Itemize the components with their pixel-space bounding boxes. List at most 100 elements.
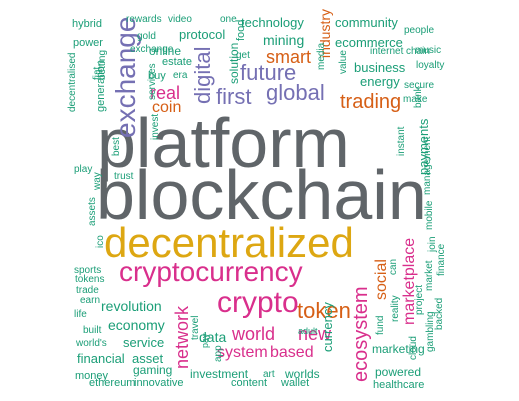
word-hybrid: hybrid [72, 18, 102, 30]
word-management: management [422, 136, 433, 195]
word-token: token [297, 298, 351, 323]
word-worlds-small: world's [76, 338, 107, 349]
word-cryptocurrency: cryptocurrency [119, 256, 303, 287]
word-loyalty: loyalty [416, 60, 445, 71]
word-secure: secure [404, 80, 435, 91]
word-ecommerce: ecommerce [335, 35, 403, 50]
word-community: community [335, 15, 398, 30]
word-power: power [73, 37, 103, 49]
word-global: global [266, 80, 325, 105]
word-buy: buy [148, 70, 166, 82]
word-online: online [149, 44, 182, 58]
word-innovative: innovative [134, 377, 184, 389]
word-market: market [424, 260, 435, 291]
word-asset: asset [132, 351, 164, 366]
word-instant: instant [396, 126, 407, 156]
word-protocol: protocol [179, 27, 226, 42]
word-bank: bank [413, 86, 424, 108]
word-media: media [316, 42, 327, 70]
word-betting: betting [97, 49, 108, 80]
word-solution: solution [227, 42, 241, 84]
word-way: way [92, 172, 103, 190]
word-reality: reality [390, 295, 401, 322]
word-money: money [75, 370, 109, 382]
word-one: one [220, 14, 237, 25]
word-sports: sports [74, 265, 102, 276]
word-built: built [83, 325, 102, 336]
word-new: new [298, 324, 332, 344]
word-data: data [199, 329, 227, 345]
word-ethereum: ethereum [89, 377, 136, 389]
word-digital: digital [190, 46, 215, 104]
word-art: art [263, 369, 275, 380]
word-business: business [354, 60, 406, 75]
word-energy: energy [360, 74, 400, 89]
word-gaming: gaming [133, 363, 173, 377]
word-smart: smart [266, 47, 311, 67]
word-revolution: revolution [101, 298, 162, 314]
word-assets: assets [87, 197, 98, 226]
word-value: value [338, 50, 349, 74]
word-life: life [74, 309, 87, 320]
word-gold: gold [137, 31, 156, 42]
word-healthcare: healthcare [373, 379, 425, 391]
word-financial: financial [77, 351, 125, 366]
word-marketing: marketing [372, 342, 425, 356]
word-can: can [388, 258, 399, 275]
word-fund: fund [375, 315, 386, 335]
word-ecosystem: ecosystem [350, 286, 372, 382]
word-powered: powered [375, 365, 422, 379]
word-make: make [403, 94, 428, 105]
word-world: world [232, 324, 276, 344]
word-pay: pay [200, 333, 210, 348]
word-internet: internet [370, 46, 404, 57]
word-trust: trust [114, 171, 134, 182]
word-food: food [235, 19, 247, 41]
word-blockchain: blockchain [96, 156, 427, 234]
word-app: app [213, 345, 224, 362]
word-project: project [414, 284, 425, 315]
word-crypto: crypto [217, 286, 299, 319]
word-based: based [270, 344, 314, 361]
word-estate: estate [162, 56, 192, 68]
word-wallet: wallet [281, 377, 310, 389]
word-mobile: mobile [424, 200, 435, 230]
word-content: content [231, 377, 268, 389]
word-get: get [236, 50, 250, 61]
word-service: service [123, 335, 165, 350]
word-era: era [173, 70, 188, 81]
word-worlds: worlds [285, 367, 320, 381]
word-coin: coin [152, 99, 182, 116]
word-adult: adult [298, 326, 318, 336]
word-decentralized: decentralized [104, 219, 354, 266]
word-future: future [240, 60, 297, 85]
word-real: real [150, 83, 181, 103]
word-video: video [168, 14, 192, 25]
word-finance: finance [436, 243, 447, 276]
word-exchange-small: exchange [130, 44, 174, 55]
word-backed: backed [434, 297, 445, 330]
word-system: system [217, 344, 268, 361]
word-people: people [404, 25, 435, 36]
word-tokens: tokens [75, 274, 105, 285]
word-network: network [172, 305, 192, 369]
word-investment: investment [190, 367, 249, 381]
word-ico: ico [95, 235, 106, 248]
word-invest: invest [150, 113, 161, 140]
word-trade: trade [76, 285, 99, 296]
word-exchange: exchange [110, 16, 141, 138]
word-first: first [216, 84, 252, 109]
word-cloud: cloud [408, 336, 419, 360]
word-chain: chain [406, 46, 430, 57]
word-trading: trading [340, 91, 402, 113]
word-mining: mining [263, 32, 305, 48]
word-services: services [147, 63, 158, 100]
word-currency: currency [320, 302, 335, 352]
word-rewards: rewards [126, 14, 162, 25]
word-music: music [415, 45, 442, 56]
word-technology: technology [241, 15, 304, 30]
word-platform: platform [97, 104, 350, 182]
word-decentralised: decentralised [67, 52, 78, 112]
word-play: play [74, 164, 93, 175]
